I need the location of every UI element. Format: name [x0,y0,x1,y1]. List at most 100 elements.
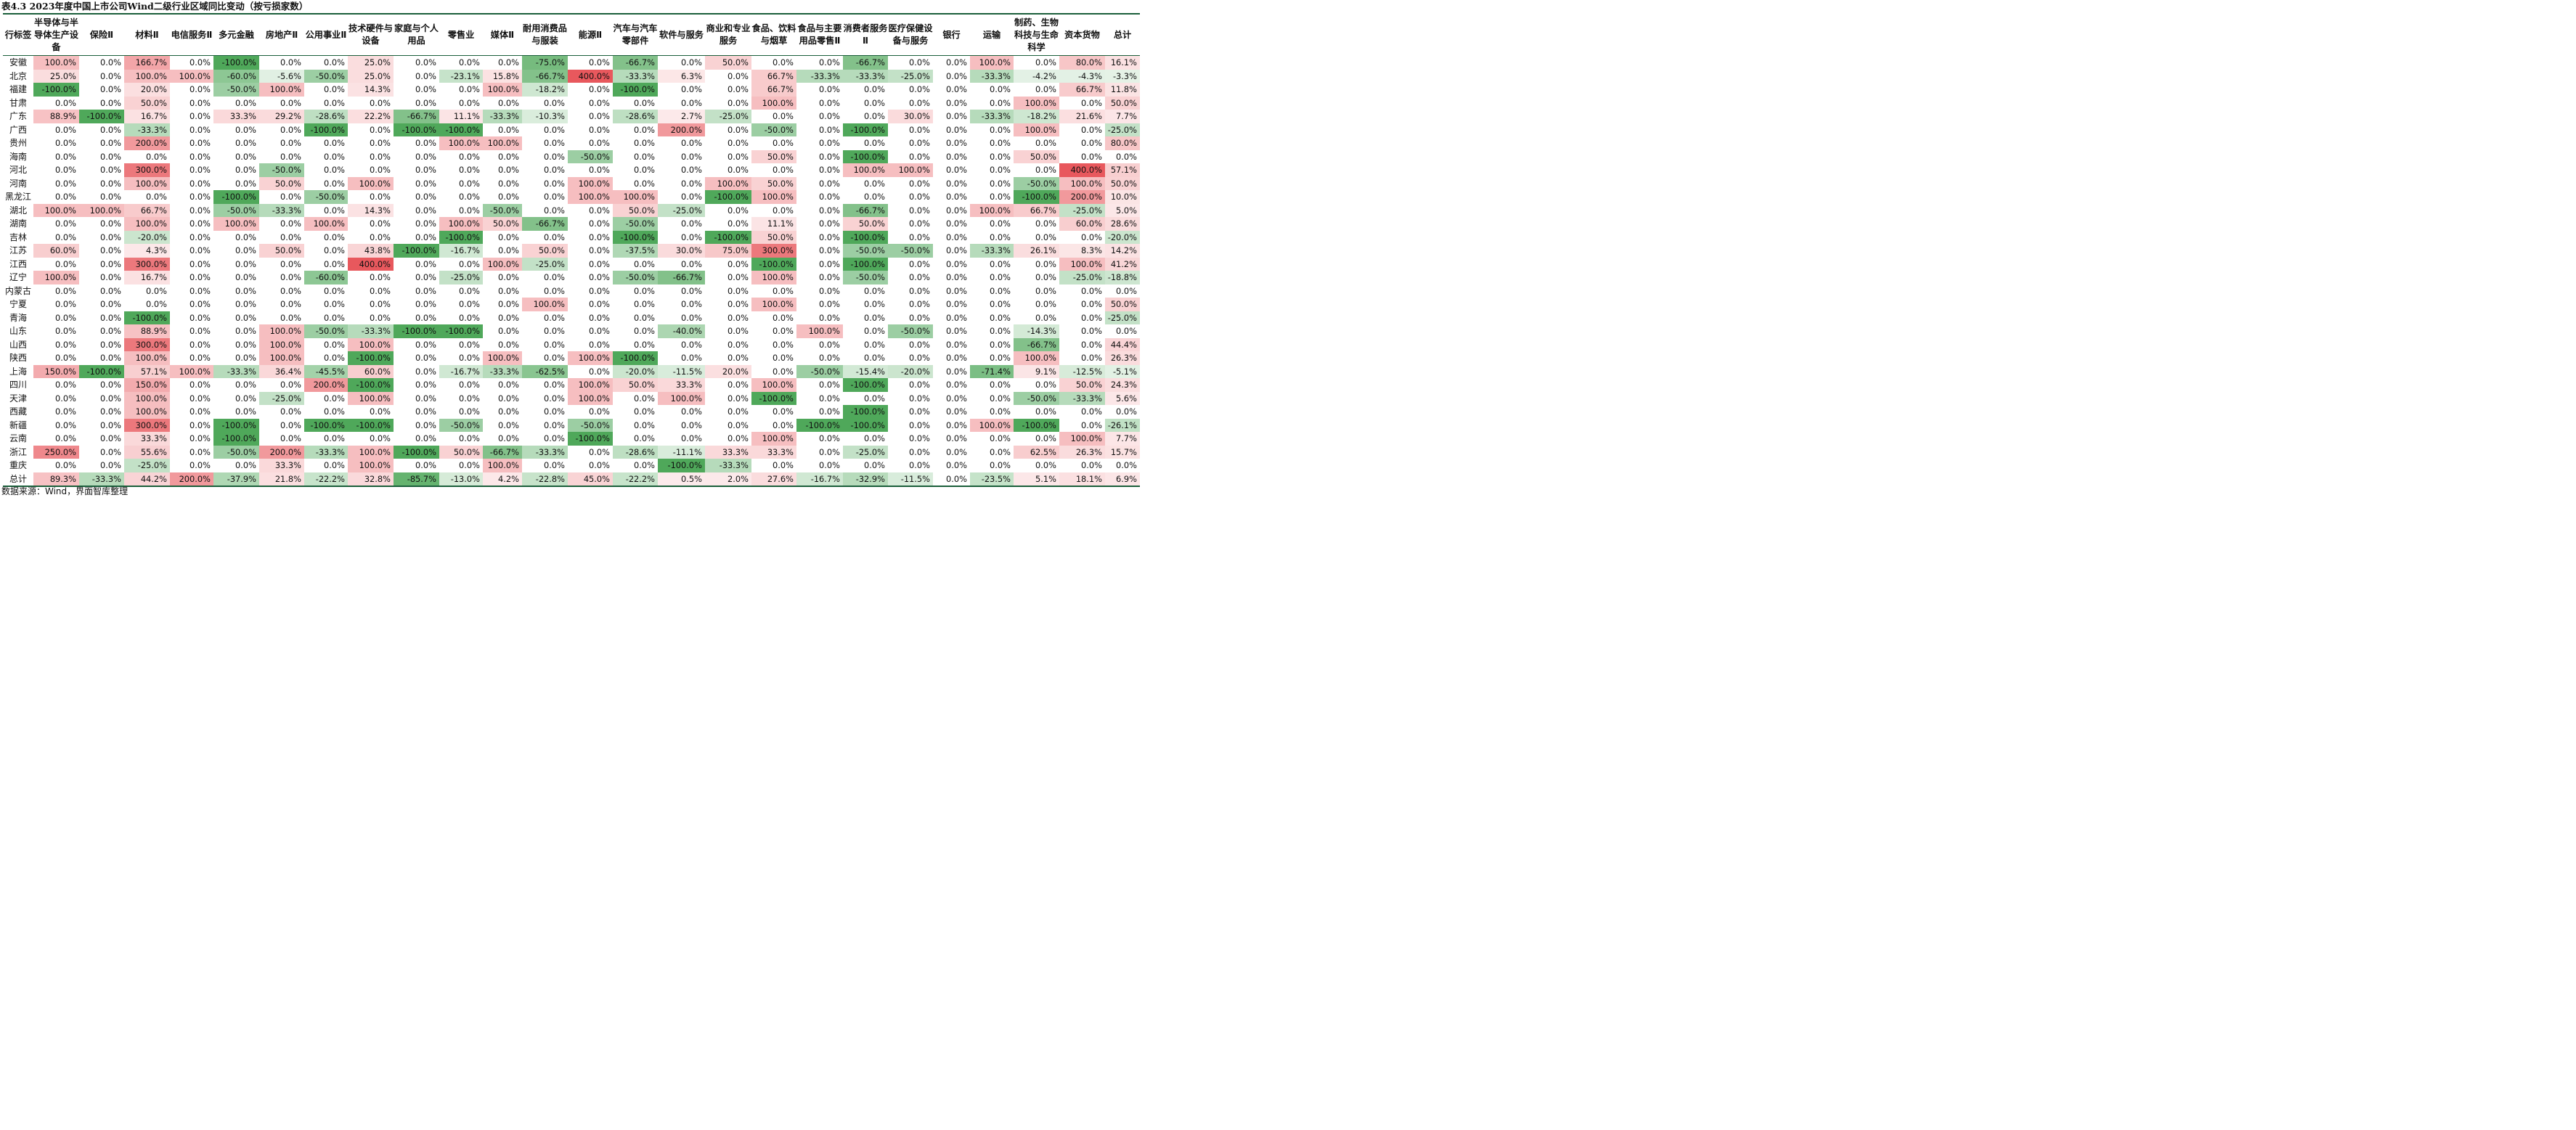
data-cell: 0.0% [933,150,970,163]
data-cell: 0.0% [796,230,843,244]
header-col-19: 消费者服务Ⅱ [843,13,888,56]
data-cell: -28.6% [613,445,658,459]
data-cell: -18.2% [1014,110,1059,123]
data-cell: -33.3% [843,69,888,83]
data-cell: -62.5% [522,364,568,378]
data-cell: 66.7% [751,83,796,97]
data-cell: -11.1% [658,445,705,459]
data-cell: -50.0% [304,190,348,204]
row-label: 安徽 [9,57,27,67]
table-row: 浙江 250.0% 0.0% 55.6% 0.0% -50.0% 200.0% -33.3% 1… [3,445,1140,459]
data-cell: 0.0% [348,217,394,231]
table-row: 甘肃 0.0% 0.0% 50.0% 0.0% 0.0% 0.0% 0.0% 0.0% 0.0% 0… [3,96,1140,110]
data-cell: -50.0% [613,217,658,231]
data-cell: 0.0% [970,96,1014,110]
data-cell: 0.0% [170,324,213,338]
data-cell: 0.0% [170,298,213,311]
row-label: 湖南 [9,218,27,229]
data-cell: 0.0% [843,337,888,351]
data-cell: 50.0% [522,244,568,258]
data-cell: 0.0% [568,163,613,177]
row-label: 福建 [9,84,27,94]
data-cell: 0.0% [522,324,568,338]
data-cell: 0.0% [394,83,439,97]
data-cell: 0.0% [170,190,213,204]
table-row: 陕西 0.0% 0.0% 100.0% 0.0% 0.0% 100.0% 0.0% -100.0… [3,351,1140,365]
data-cell: 66.7% [124,203,170,217]
header-col-23: 制药、生物科技与生命科学 [1014,13,1059,56]
data-cell: 0.0% [304,244,348,258]
data-cell: 0.0% [79,257,124,271]
data-cell: 100.0% [751,190,796,204]
data-cell: -50.0% [888,244,933,258]
data-cell: 25.0% [33,69,79,83]
data-cell: 0.0% [522,230,568,244]
data-cell: 5.0% [1105,203,1140,217]
data-cell: -100.0% [751,257,796,271]
data-cell: 0.0% [970,136,1014,150]
row-label: 河南 [9,178,27,189]
data-cell: 0.0% [796,203,843,217]
data-cell: 300.0% [751,244,796,258]
data-cell: 2.7% [658,110,705,123]
data-cell: 0.0% [970,190,1014,204]
data-cell: 0.0% [843,324,888,338]
data-cell: -100.0% [843,257,888,271]
data-cell: 0.0% [751,364,796,378]
data-cell: 0.0% [394,298,439,311]
data-cell: 0.0% [751,324,796,338]
header-col-18: 食品与主要用品零售Ⅱ [796,13,843,56]
data-cell: -25.0% [439,271,483,284]
data-cell: 0.0% [796,163,843,177]
data-cell: 0.0% [259,271,304,284]
data-cell: 0.0% [970,176,1014,190]
data-cell: 0.0% [213,284,259,298]
data-cell: 0.0% [439,351,483,365]
data-cell: 0.0% [79,432,124,446]
header-col-6: 房地产Ⅱ [259,13,304,56]
data-cell: 100.0% [348,445,394,459]
data-cell: 0.0% [170,136,213,150]
data-cell: 0.0% [796,123,843,136]
data-cell: 0.0% [33,136,79,150]
data-cell: 0.0% [483,230,522,244]
data-cell: -33.3% [483,110,522,123]
data-cell: -100.0% [394,445,439,459]
data-cell: 0.0% [658,351,705,365]
data-cell: 0.0% [170,311,213,324]
data-cell: 200.0% [170,472,213,487]
data-cell: -5.1% [1105,364,1140,378]
table-row: 广东 88.9% -100.0% 16.7% 0.0% 33.3% 29.2% -28.6% 2… [3,110,1140,123]
data-cell: 0.0% [796,298,843,311]
data-cell: 0.0% [79,83,124,97]
data-cell: -25.0% [1105,311,1140,324]
data-cell: -25.0% [888,69,933,83]
data-cell: 0.0% [348,432,394,446]
data-cell: 0.0% [843,110,888,123]
data-cell: 0.0% [394,69,439,83]
data-cell: 27.6% [751,472,796,487]
data-cell: 0.0% [394,96,439,110]
data-cell: 0.0% [658,230,705,244]
data-cell: 0.0% [970,391,1014,405]
data-cell: 0.0% [751,55,796,70]
data-cell: 0.0% [888,230,933,244]
data-cell: 0.0% [348,311,394,324]
data-cell: 100.0% [124,351,170,365]
data-cell: 0.0% [79,311,124,324]
data-cell: 0.0% [613,123,658,136]
data-cell: 0.0% [394,203,439,217]
data-cell: 0.0% [483,244,522,258]
data-cell: 100.0% [751,378,796,392]
header-col-7: 公用事业Ⅱ [304,13,348,56]
data-cell: 0.0% [124,190,170,204]
data-cell: 0.5% [658,472,705,487]
data-cell: 50.0% [439,445,483,459]
data-cell: 0.0% [1059,351,1105,365]
table-title: 表4.3 2023年度中国上市公司Wind二级行业区域同比变动（按亏损家数） [1,1,309,12]
data-cell: -100.0% [348,351,394,365]
data-cell: -50.0% [843,244,888,258]
data-cell: 14.2% [1105,244,1140,258]
data-cell: -33.3% [970,110,1014,123]
data-cell: 0.0% [483,190,522,204]
